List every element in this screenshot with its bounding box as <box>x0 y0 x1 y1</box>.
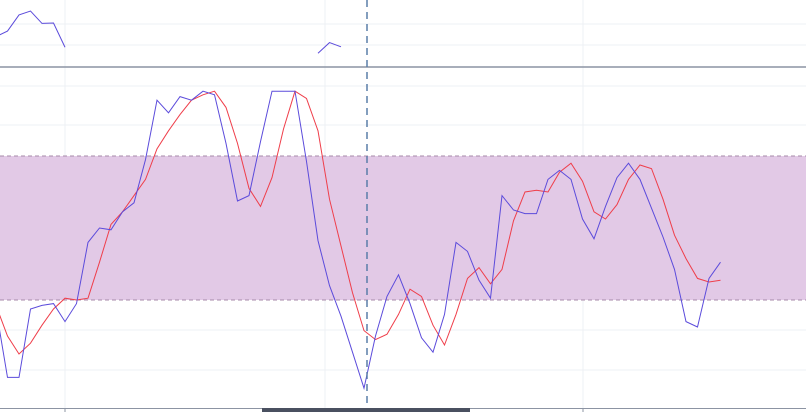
k-line <box>0 90 721 391</box>
price-series-line <box>0 10 66 48</box>
overbought-oversold-band <box>0 156 806 300</box>
d-line <box>0 90 721 355</box>
price-series-line-segment <box>317 42 342 54</box>
oscillator-pane <box>0 90 721 391</box>
time-scrollbar-handle[interactable] <box>262 408 470 412</box>
price-pane <box>0 10 342 54</box>
